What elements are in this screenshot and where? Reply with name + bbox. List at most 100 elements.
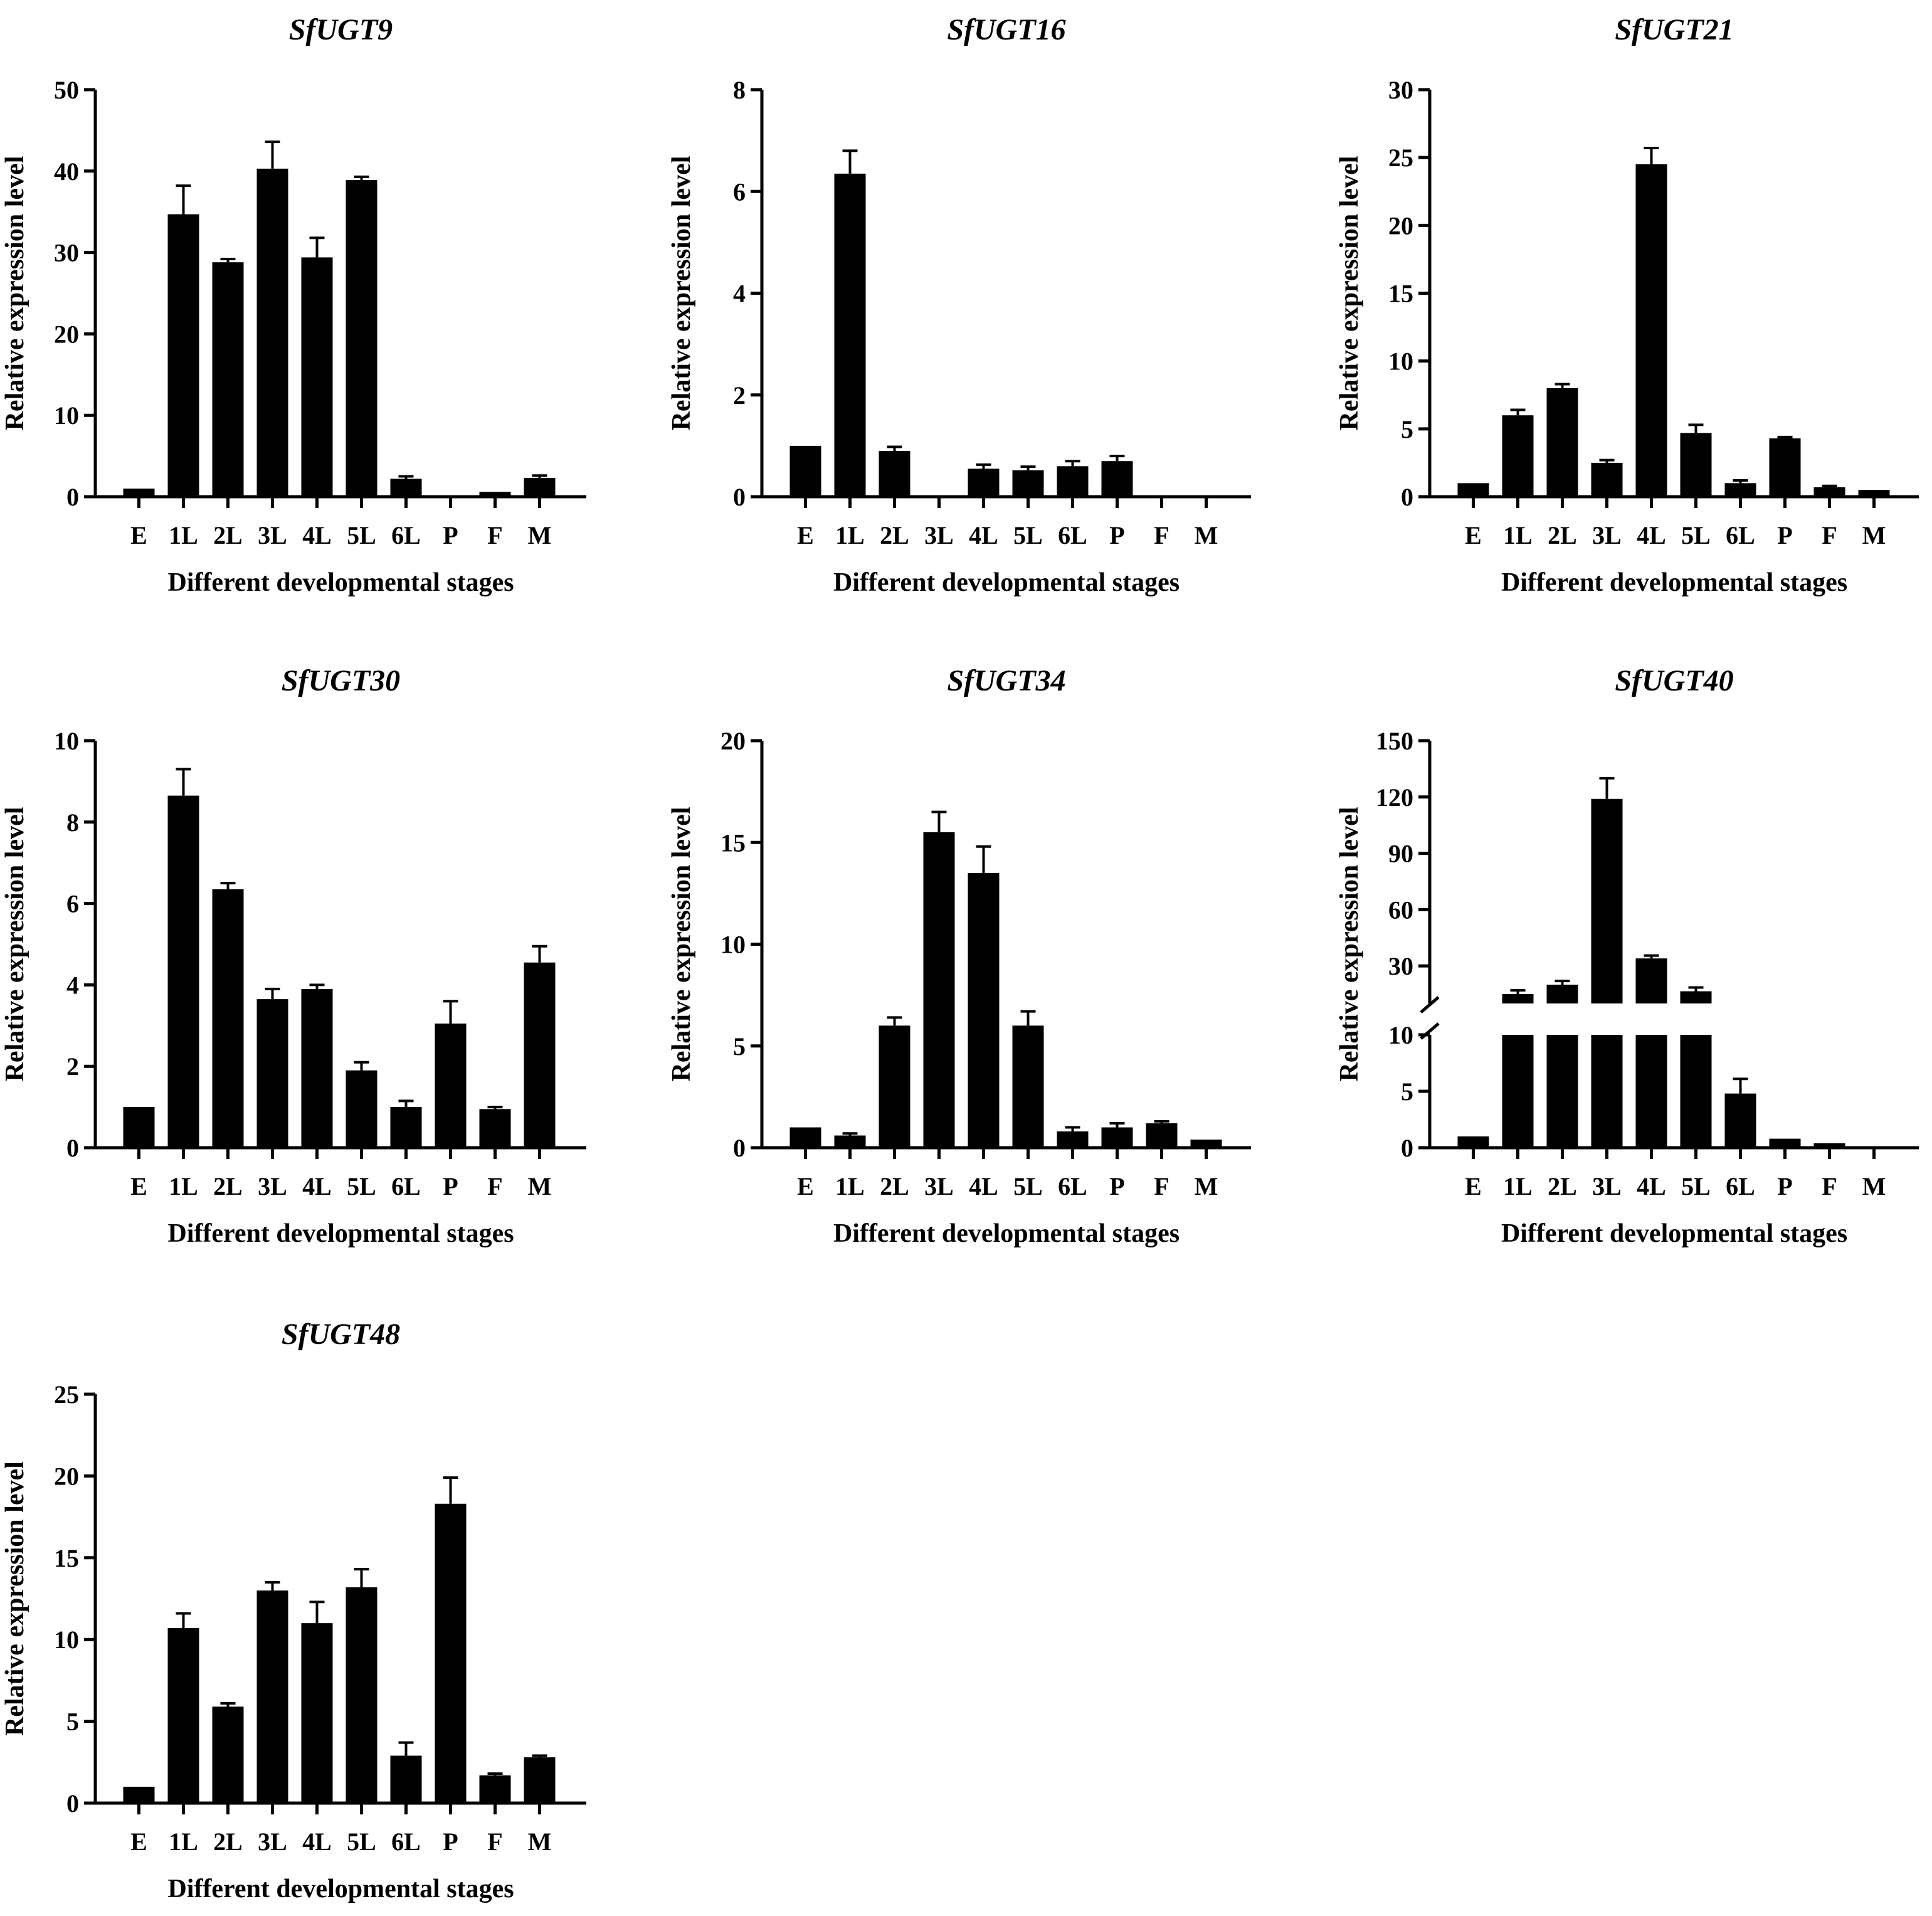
bar-2L-lower [1546, 1035, 1578, 1148]
chart-title: SfUGT48 [282, 1318, 400, 1351]
bar-E [123, 1107, 155, 1148]
bar-4L [1635, 958, 1667, 1003]
x-tick-label: E [797, 521, 814, 549]
bar-P [435, 1503, 467, 1803]
bar-2L [1546, 985, 1578, 1003]
y-tick-label: 0 [1401, 483, 1413, 511]
x-tick-label: F [1822, 521, 1837, 549]
y-tick-label: 8 [66, 808, 79, 837]
bar-F [479, 1775, 511, 1803]
bar-6L [390, 1107, 422, 1148]
bar-6L [1724, 1093, 1756, 1148]
x-tick-label: 6L [1726, 1172, 1755, 1200]
bar-5L [1012, 1025, 1044, 1148]
bar-E [1457, 483, 1489, 497]
x-tick-label: 2L [213, 521, 243, 549]
x-axis-label: Different developmental stages [833, 568, 1180, 597]
y-tick-label: 0 [66, 1789, 79, 1818]
y-tick-label: 150 [1376, 727, 1413, 755]
bar-M [1858, 490, 1890, 497]
x-tick-label: 4L [1637, 1172, 1666, 1200]
x-tick-label: 5L [347, 1172, 376, 1200]
x-tick-label: 5L [347, 521, 376, 549]
y-tick-label: 15 [54, 1544, 79, 1572]
y-axis-label: Relative expression level [1, 156, 29, 431]
x-tick-label: 1L [1503, 521, 1533, 549]
bar-4L-lower [1635, 1035, 1667, 1148]
x-axis-label: Different developmental stages [167, 1875, 514, 1903]
bar-4L [301, 1623, 333, 1803]
x-tick-label: 2L [1548, 1172, 1577, 1200]
x-tick-label: E [797, 1172, 814, 1200]
bar-E [1457, 1136, 1489, 1148]
x-tick-label: 4L [302, 521, 332, 549]
x-tick-label: M [1862, 1172, 1886, 1200]
x-tick-label: 6L [1058, 1172, 1087, 1200]
bar-2L [879, 450, 911, 497]
x-tick-label: 3L [924, 521, 954, 549]
x-tick-label: 6L [1058, 521, 1087, 549]
y-tick-label: 2 [733, 381, 746, 410]
x-tick-label: P [1109, 1172, 1124, 1200]
x-tick-label: F [487, 1172, 502, 1200]
x-tick-label: M [1195, 1172, 1218, 1200]
x-tick-label: 2L [1548, 521, 1577, 549]
x-tick-label: M [528, 521, 552, 549]
x-tick-label: P [1777, 1172, 1792, 1200]
bar-4L [301, 988, 333, 1148]
y-tick-label: 0 [1401, 1134, 1413, 1162]
y-tick-label: 8 [733, 76, 746, 104]
y-tick-label: 20 [54, 320, 79, 348]
bar-3L [923, 832, 955, 1148]
chart-panel-SfUGT9: SfUGT9 Relative expression level Different… [1, 13, 586, 597]
x-tick-label: 2L [880, 1172, 909, 1200]
bar-3L [1591, 798, 1623, 1003]
y-tick-label: 120 [1376, 783, 1413, 812]
x-tick-label: 4L [969, 521, 998, 549]
bar-4L [1635, 164, 1667, 497]
y-tick-label: 5 [733, 1032, 746, 1061]
x-tick-label: 1L [169, 1172, 198, 1200]
y-tick-label: 4 [66, 971, 79, 999]
x-tick-label: E [130, 1172, 147, 1200]
y-tick-label: 5 [1401, 415, 1413, 443]
bar-4L [301, 257, 333, 497]
x-tick-label: 3L [1592, 1172, 1622, 1200]
bar-6L [1724, 483, 1756, 497]
x-tick-label: 4L [302, 1828, 332, 1856]
x-tick-label: 3L [258, 521, 287, 549]
x-tick-label: M [528, 1828, 552, 1856]
y-tick-label: 5 [66, 1708, 79, 1736]
y-tick-label: 0 [66, 1134, 79, 1162]
bar-6L [1057, 1131, 1089, 1148]
y-tick-label: 15 [721, 828, 746, 857]
bar-P [435, 1024, 467, 1148]
bar-M [1858, 1147, 1890, 1150]
x-tick-label: 5L [1681, 1172, 1711, 1200]
bar-2L [212, 1707, 244, 1803]
chart-panel-SfUGT30: SfUGT30 Relative expression level Differen… [1, 664, 586, 1248]
chart-title: SfUGT40 [1615, 664, 1733, 697]
y-tick-label: 60 [1388, 896, 1413, 924]
y-tick-label: 30 [54, 239, 79, 267]
bar-M [1190, 495, 1222, 498]
x-tick-label: 3L [1592, 521, 1622, 549]
y-tick-label: 90 [1388, 840, 1413, 868]
x-tick-label: 1L [835, 521, 865, 549]
x-tick-label: P [1109, 521, 1124, 549]
bar-F [1146, 1123, 1178, 1148]
x-tick-label: 6L [391, 1172, 421, 1200]
bar-2L [1546, 388, 1578, 497]
x-tick-label: 5L [1681, 521, 1711, 549]
bar-3L [256, 1590, 288, 1803]
x-tick-label: 2L [213, 1828, 243, 1856]
x-tick-label: P [1777, 521, 1792, 549]
x-tick-label: 3L [258, 1172, 287, 1200]
x-tick-label: 4L [302, 1172, 332, 1200]
x-axis-label: Different developmental stages [167, 568, 514, 597]
y-axis-label: Relative expression level [1335, 807, 1364, 1082]
bar-1L [834, 1135, 866, 1148]
bar-3L [1591, 462, 1623, 497]
bar-1L [167, 214, 199, 497]
